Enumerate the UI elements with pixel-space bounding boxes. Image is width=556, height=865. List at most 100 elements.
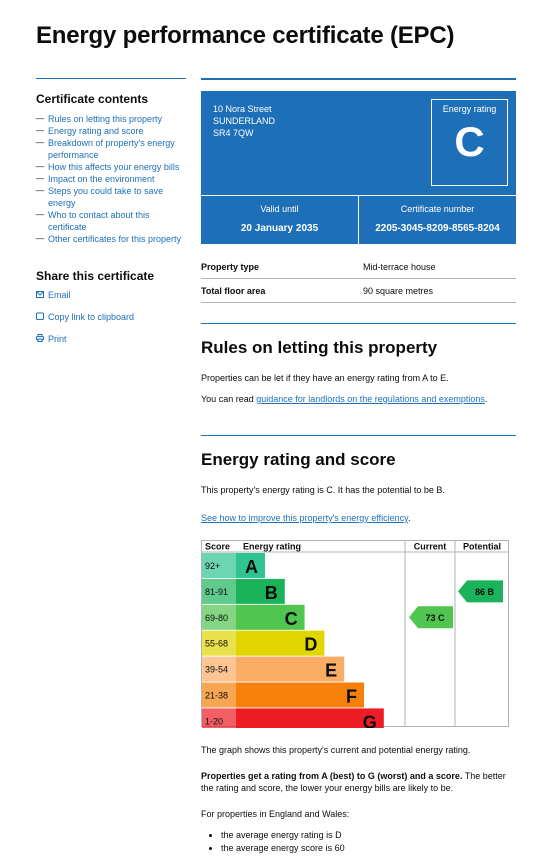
share-links: Email Copy link to clipboard Print — [36, 290, 186, 344]
print-label: Print — [48, 334, 67, 344]
contents-list: Rules on letting this property Energy ra… — [36, 113, 186, 245]
toc-item-steps[interactable]: Steps you could take to save energy — [36, 185, 186, 209]
band-score-cell — [202, 553, 236, 578]
energy-rating-letter: C — [454, 118, 485, 165]
band-score-label: 69-80 — [205, 613, 228, 623]
chart-headers: Score Energy rating Current Potential — [205, 542, 501, 552]
certificate-number: Certificate number 2205-3045-8209-8565-8… — [359, 196, 516, 244]
energy-details: The graph shows this property's current … — [201, 744, 516, 855]
potential-rating-arrow — [458, 580, 503, 603]
rating-explanation-rest: The better the rating and score, the low… — [201, 771, 506, 793]
band-score-cell — [202, 656, 236, 682]
header-potential: Potential — [463, 542, 501, 552]
graph-caption: The graph shows this property's current … — [201, 745, 471, 755]
certificate-summary: 10 Nora Street SUNDERLAND SR4 7QW Energy… — [201, 91, 516, 244]
header-energy-rating: Energy rating — [243, 542, 301, 552]
toc-item-environment[interactable]: Impact on the environment — [36, 173, 186, 185]
energy-rating-box: Energy rating C — [431, 99, 508, 186]
band-letter: E — [325, 661, 337, 681]
property-key: Total floor area — [201, 285, 266, 296]
band-score-cell — [202, 604, 236, 630]
rating-explanation: Properties get a rating from A (best) to… — [201, 770, 516, 794]
valid-until-label: Valid until — [260, 204, 299, 214]
property-address: 10 Nora Street SUNDERLAND SR4 7QW — [213, 103, 275, 139]
current-rating-arrow — [409, 606, 453, 629]
current-rating-label: 73 C — [425, 613, 445, 623]
header-current: Current — [414, 542, 447, 552]
address-line: SR4 7QW — [213, 128, 254, 138]
copy-link-label: Copy link to clipboard — [48, 312, 135, 322]
energy-rating-label: Energy rating — [442, 104, 497, 114]
potential-rating-label: 86 B — [475, 587, 495, 597]
rules-heading: Rules on letting this property — [201, 338, 438, 357]
certificate-number-value: 2205-3045-8209-8565-8204 — [375, 223, 500, 234]
main-content: 10 Nora Street SUNDERLAND SR4 7QW Energy… — [201, 78, 516, 524]
energy-rating-text: This property's energy rating is C. It h… — [201, 485, 445, 495]
band-bar-f — [236, 682, 364, 708]
toc-item-breakdown[interactable]: Breakdown of property's energy performan… — [36, 137, 186, 161]
property-key: Property type — [201, 261, 260, 272]
band-score-label: 81-91 — [205, 587, 228, 597]
chart-bands: 92+ A 81-91 B 69-80 C 55-68 D 39-54 E 21-38 F 1-20 G — [202, 553, 384, 728]
header-score: Score — [205, 542, 230, 552]
guidance-prefix: You can read — [201, 394, 257, 404]
share-email-link[interactable]: Email — [36, 290, 186, 300]
rules-text: Properties can be let if they have an en… — [201, 373, 449, 383]
band-score-cell — [202, 682, 236, 708]
band-score-label: 39-54 — [205, 665, 228, 675]
toc-item-energy-rating[interactable]: Energy rating and score — [36, 125, 186, 137]
band-letter: B — [265, 583, 278, 603]
energy-heading: Energy rating and score — [201, 450, 396, 469]
property-row: Total floor area 90 square metres — [201, 279, 516, 303]
band-score-cell — [202, 708, 236, 728]
landlord-guidance-link[interactable]: guidance for landlords on the regulation… — [256, 394, 485, 404]
band-bar-e — [236, 656, 345, 682]
band-bar-c — [236, 604, 305, 630]
list-item: the average energy score is 60 — [221, 842, 516, 855]
sidebar: Certificate contents Rules on letting th… — [36, 78, 186, 356]
energy-divider — [201, 435, 516, 436]
property-value: Mid-terrace house — [363, 261, 436, 272]
toc-item-contact[interactable]: Who to contact about this certificate — [36, 209, 186, 233]
band-letter: C — [285, 609, 298, 629]
property-summary: Property type Mid-terrace house Total fl… — [201, 255, 516, 303]
address-line: SUNDERLAND — [213, 116, 276, 126]
property-value: 90 square metres — [363, 285, 434, 296]
list-item: the average energy rating is D — [221, 829, 516, 842]
header-divider — [201, 78, 516, 80]
contents-title: Certificate contents — [36, 92, 149, 106]
rating-explanation-bold: Properties get a rating from A (best) to… — [201, 771, 463, 781]
improve-text: See how to improve this property's energ… — [201, 512, 516, 524]
average-list: the average energy rating is D the avera… — [201, 829, 516, 855]
band-bar-a — [236, 553, 265, 578]
band-letter: D — [304, 635, 317, 655]
envelope-icon — [36, 290, 48, 300]
toc-item-energy-bills[interactable]: How this affects your energy bills — [36, 161, 186, 173]
print-button[interactable]: Print — [36, 334, 186, 344]
band-letter: G — [363, 712, 377, 728]
band-score-label: 21-38 — [205, 691, 228, 701]
page-title: Energy performance certificate (EPC) — [36, 22, 455, 49]
band-bar-b — [236, 578, 285, 604]
certificate-meta: Valid until 20 January 2035 Certificate … — [201, 195, 516, 244]
toc-item-other-certificates[interactable]: Other certificates for this property — [36, 233, 186, 245]
share-email-label: Email — [48, 290, 71, 300]
band-score-cell — [202, 578, 236, 604]
band-letter: A — [245, 557, 258, 577]
band-bar-g — [236, 708, 384, 728]
guidance-suffix: . — [484, 394, 488, 404]
valid-until: Valid until 20 January 2035 — [201, 196, 359, 244]
england-wales-text: For properties in England and Wales: — [201, 809, 350, 819]
improve-efficiency-link[interactable]: See how to improve this property's energ… — [201, 513, 408, 523]
printer-icon — [36, 334, 48, 344]
band-score-cell — [202, 630, 236, 656]
toc-item-rules[interactable]: Rules on letting this property — [36, 113, 186, 125]
rules-divider — [201, 323, 516, 324]
valid-until-value: 20 January 2035 — [240, 223, 319, 234]
improve-suffix: . — [408, 513, 411, 523]
clipboard-icon — [36, 312, 48, 322]
band-letter: F — [346, 687, 357, 707]
band-score-label: 55-68 — [205, 639, 228, 649]
certificate-number-label: Certificate number — [400, 204, 475, 214]
copy-link-button[interactable]: Copy link to clipboard — [36, 312, 186, 322]
